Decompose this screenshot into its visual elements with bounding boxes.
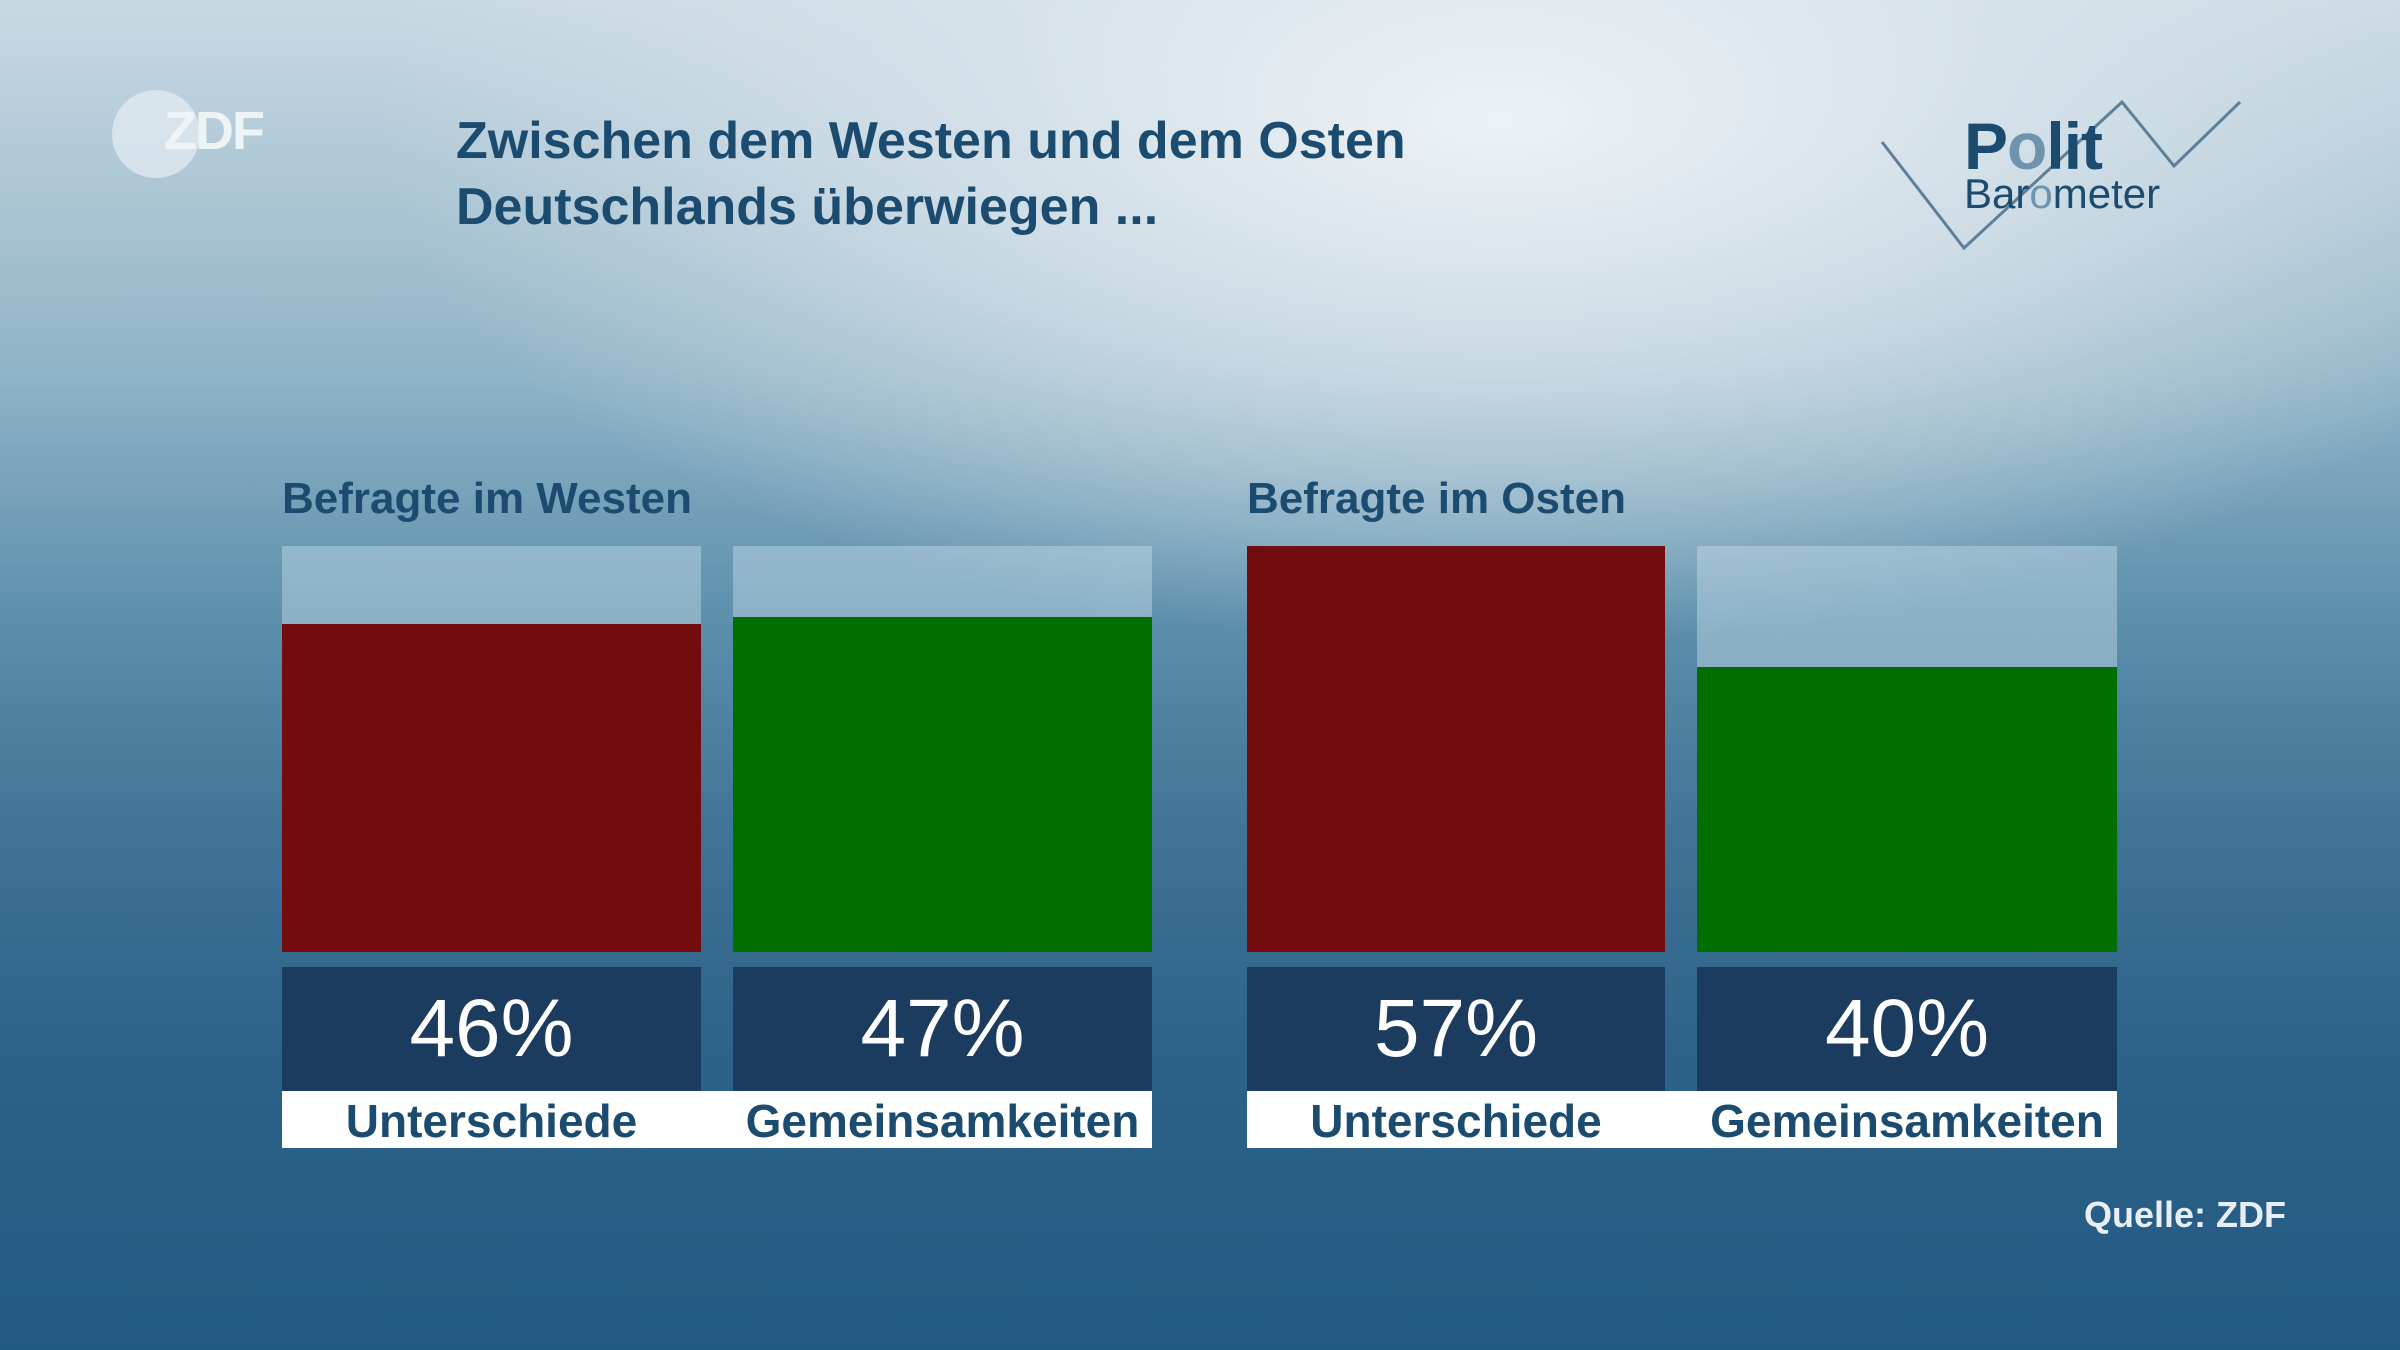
- category-strip-west: [282, 1091, 1152, 1148]
- zdf-logo: ZDF: [112, 90, 282, 182]
- group-label-west: Befragte im Westen: [282, 474, 692, 523]
- zdf-logo-circle: [112, 90, 200, 178]
- zdf-logo-text: ZDF: [164, 101, 265, 161]
- bar-east-gemeinsamkeiten: [1697, 667, 2117, 952]
- value-label-east-unterschiede: 57%: [1247, 967, 1665, 1091]
- bar-track-west-unterschiede: [282, 546, 701, 952]
- politbarometer-barometer-text: Barometer: [1964, 170, 2161, 217]
- category-label-east-gemeinsamkeiten: Gemeinsamkeiten: [1710, 1095, 2104, 1147]
- value-label-west-gemeinsamkeiten: 47%: [733, 967, 1152, 1091]
- category-strip-east: [1247, 1091, 2117, 1148]
- category-label-west-gemeinsamkeiten: Gemeinsamkeiten: [745, 1095, 1140, 1147]
- politbarometer-zigzag-icon: [1880, 99, 2242, 251]
- bar-track-east-unterschiede: [1247, 546, 1665, 952]
- category-label-east-unterschiede: Unterschiede: [1310, 1095, 1602, 1147]
- politbarometer-logo: Polit Barometer: [1878, 96, 2248, 256]
- bar-track-east-gemeinsamkeiten: [1697, 546, 2117, 952]
- bar-west-unterschiede: [282, 624, 701, 952]
- bar-east-unterschiede: [1247, 546, 1665, 952]
- bar-west-gemeinsamkeiten: [733, 617, 1152, 952]
- chart-title-line-2: Deutschlands überwiegen ...: [456, 178, 1159, 236]
- source-label: Quelle: ZDF: [2083, 1194, 2286, 1235]
- category-label-west-unterschiede: Unterschiede: [345, 1095, 638, 1147]
- group-label-east: Befragte im Osten: [1247, 474, 1626, 523]
- chart-title-line-1: Zwischen dem Westen und dem Osten: [456, 112, 1406, 170]
- value-label-east-gemeinsamkeiten: 40%: [1697, 967, 2117, 1091]
- chart-title: Zwischen dem Westen und dem Osten Deutsc…: [456, 108, 1406, 240]
- bar-track-west-gemeinsamkeiten: [733, 546, 1152, 952]
- politbarometer-polit-text: Polit: [1964, 109, 2103, 183]
- value-label-west-unterschiede: 46%: [282, 967, 701, 1091]
